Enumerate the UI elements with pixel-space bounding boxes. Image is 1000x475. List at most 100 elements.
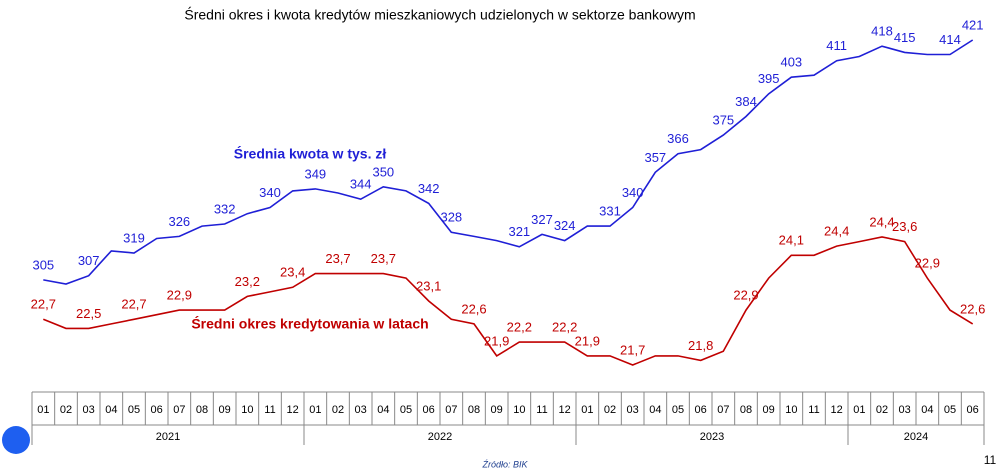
- data-label: 324: [554, 218, 576, 233]
- x-tick-label: 06: [695, 404, 707, 416]
- data-label: 23,1: [416, 278, 441, 293]
- data-label: 22,9: [167, 288, 192, 303]
- data-label: 305: [32, 257, 54, 272]
- data-label: 24,1: [779, 233, 804, 248]
- data-label: 350: [372, 164, 394, 179]
- x-tick-label: 10: [785, 404, 797, 416]
- x-tick-label: 04: [105, 404, 117, 416]
- x-tick-label: 04: [649, 404, 661, 416]
- year-label: 2022: [428, 431, 452, 443]
- line: [43, 236, 974, 366]
- data-label: 327: [531, 212, 553, 227]
- data-label: 24,4: [824, 224, 849, 239]
- x-tick-label: 12: [559, 404, 571, 416]
- data-label: 22,2: [507, 320, 532, 335]
- page-number: 11: [984, 453, 997, 467]
- x-tick-label: 09: [763, 404, 775, 416]
- x-tick-label: 11: [808, 404, 819, 416]
- data-label: 342: [418, 181, 440, 196]
- data-label: 22,2: [552, 320, 577, 335]
- data-label: 22,7: [121, 297, 146, 312]
- x-tick-label: 09: [219, 404, 231, 416]
- x-tick-label: 05: [944, 404, 956, 416]
- x-tick-label: 01: [37, 404, 49, 416]
- x-tick-label: 08: [468, 404, 480, 416]
- x-tick-label: 02: [60, 404, 72, 416]
- data-label: 22,9: [915, 256, 940, 271]
- data-label: 340: [259, 185, 281, 200]
- data-label: 22,6: [461, 301, 486, 316]
- data-label: 326: [168, 214, 190, 229]
- x-tick-label: 01: [309, 404, 321, 416]
- data-label: 375: [712, 113, 734, 128]
- data-label: 307: [78, 253, 100, 268]
- x-tick-label: 05: [672, 404, 684, 416]
- x-tick-label: 10: [241, 404, 253, 416]
- x-tick-label: 01: [853, 404, 865, 416]
- x-tick-label: 10: [513, 404, 525, 416]
- data-label: 22,6: [960, 301, 985, 316]
- data-label: 21,9: [484, 333, 509, 348]
- chart-title: Średni okres i kwota kredytów mieszkanio…: [184, 6, 695, 23]
- data-label: 421: [962, 17, 984, 32]
- data-label: 21,7: [620, 342, 645, 357]
- x-tick-label: 02: [332, 404, 344, 416]
- data-label: 23,6: [892, 219, 917, 234]
- x-tick-label: 03: [83, 404, 95, 416]
- x-tick-label: 01: [581, 404, 593, 416]
- data-label: 344: [350, 177, 372, 192]
- series-label: Średni okres kredytowania w latach: [191, 315, 428, 332]
- year-label: 2021: [156, 431, 180, 443]
- x-tick-label: 11: [536, 404, 547, 416]
- x-tick-label: 05: [400, 404, 412, 416]
- data-label: 384: [735, 94, 757, 109]
- data-label: 23,4: [280, 265, 305, 280]
- x-tick-label: 03: [899, 404, 911, 416]
- x-tick-label: 07: [445, 404, 457, 416]
- x-tick-label: 02: [876, 404, 888, 416]
- data-label: 22,9: [733, 288, 758, 303]
- data-label: 21,9: [575, 333, 600, 348]
- data-label: 331: [599, 204, 621, 219]
- x-tick-label: 07: [717, 404, 729, 416]
- data-label: 328: [440, 210, 462, 225]
- data-label: 357: [644, 150, 666, 165]
- data-label: 366: [667, 131, 689, 146]
- x-tick-label: 06: [423, 404, 435, 416]
- x-tick-label: 12: [831, 404, 843, 416]
- data-label: 414: [939, 32, 961, 47]
- series-label: Średnia kwota w tys. zł: [234, 145, 387, 162]
- year-label: 2024: [904, 431, 928, 443]
- x-tick-label: 06: [967, 404, 979, 416]
- data-label: 395: [758, 71, 780, 86]
- x-tick-label: 08: [740, 404, 752, 416]
- x-tick-label: 04: [377, 404, 389, 416]
- data-label: 403: [780, 55, 802, 70]
- x-tick-label: 04: [921, 404, 933, 416]
- data-label: 418: [871, 24, 893, 39]
- x-tick-label: 11: [264, 404, 275, 416]
- x-tick-label: 08: [196, 404, 208, 416]
- data-label: 321: [508, 224, 530, 239]
- year-label: 2023: [700, 431, 724, 443]
- data-label: 411: [826, 38, 847, 53]
- data-label: 22,5: [76, 306, 101, 321]
- x-tick-label: 02: [604, 404, 616, 416]
- x-tick-label: 03: [355, 404, 367, 416]
- data-label: 23,2: [235, 274, 260, 289]
- x-tick-label: 05: [128, 404, 140, 416]
- x-tick-label: 07: [173, 404, 185, 416]
- x-tick-label: 06: [151, 404, 163, 416]
- x-tick-label: 12: [287, 404, 299, 416]
- data-label: 23,7: [325, 251, 350, 266]
- x-tick-label: 09: [491, 404, 503, 416]
- data-label: 24,4: [869, 214, 894, 229]
- data-label: 23,7: [371, 251, 396, 266]
- x-tick-label: 03: [627, 404, 639, 416]
- data-label: 349: [304, 166, 326, 181]
- data-label: 332: [214, 201, 236, 216]
- data-label: 22,7: [31, 297, 56, 312]
- data-label: 415: [894, 30, 916, 45]
- data-label: 340: [622, 185, 644, 200]
